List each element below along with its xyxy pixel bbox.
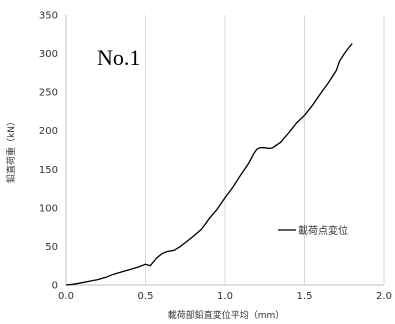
x-tick-label: 0.5	[138, 291, 154, 302]
series-layer	[65, 43, 353, 286]
y-tick-label: 150	[39, 165, 58, 176]
y-tick-label: 350	[39, 11, 58, 22]
y-tick-label: 100	[39, 203, 58, 214]
y-tick-label: 250	[39, 88, 58, 99]
legend: 載荷点変位	[278, 224, 348, 237]
tick-labels: 0.0 0.5 1.0 1.5 2.0 0 50 100 150 200 250 300 350	[39, 11, 392, 303]
y-tick-label: 0	[52, 281, 58, 292]
y-tick-label: 200	[39, 126, 58, 137]
x-tick-label: 1.5	[297, 291, 313, 302]
vertical-grid	[145, 15, 385, 285]
y-tick-label: 50	[45, 242, 58, 253]
legend-label: 載荷点変位	[298, 224, 348, 237]
x-tick-label: 0.0	[58, 291, 74, 302]
x-tick-label: 1.0	[217, 291, 233, 302]
series-line	[65, 43, 353, 286]
x-axis-label: 載荷部鉛直変位平均（mm）	[168, 309, 285, 321]
axes	[65, 15, 384, 286]
x-tick-label: 2.0	[376, 291, 392, 302]
chart-annotation: No.1	[97, 45, 140, 70]
y-axis-label: 鉛直荷重（kN）	[5, 117, 17, 183]
y-tick-label: 300	[39, 49, 58, 60]
